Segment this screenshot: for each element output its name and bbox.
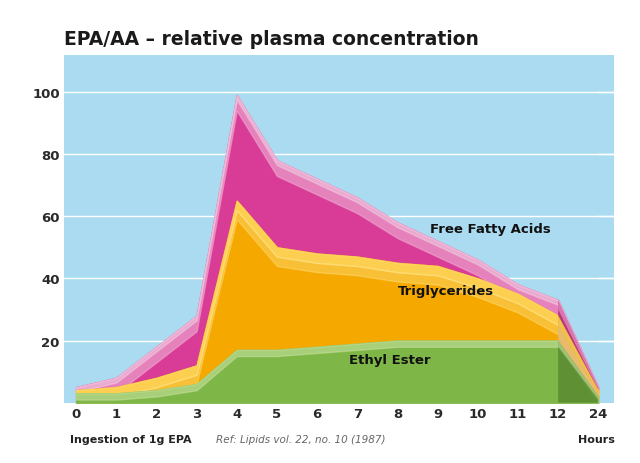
Text: Ref: Lipids vol. 22, no. 10 (1987): Ref: Lipids vol. 22, no. 10 (1987) [216, 434, 385, 444]
Polygon shape [558, 316, 598, 397]
Text: Hours: Hours [577, 434, 614, 444]
Polygon shape [558, 341, 598, 400]
Text: Ingestion of 1g EPA: Ingestion of 1g EPA [70, 434, 192, 444]
Polygon shape [558, 341, 598, 403]
Polygon shape [558, 316, 598, 394]
Polygon shape [558, 300, 598, 390]
Text: EPA/AA – relative plasma concentration: EPA/AA – relative plasma concentration [64, 30, 479, 49]
Text: Ethyl Ester: Ethyl Ester [349, 353, 431, 366]
Polygon shape [558, 300, 598, 390]
Text: Free Fatty Acids: Free Fatty Acids [429, 223, 550, 236]
Text: Triglycerides: Triglycerides [397, 285, 493, 298]
Polygon shape [558, 325, 598, 397]
